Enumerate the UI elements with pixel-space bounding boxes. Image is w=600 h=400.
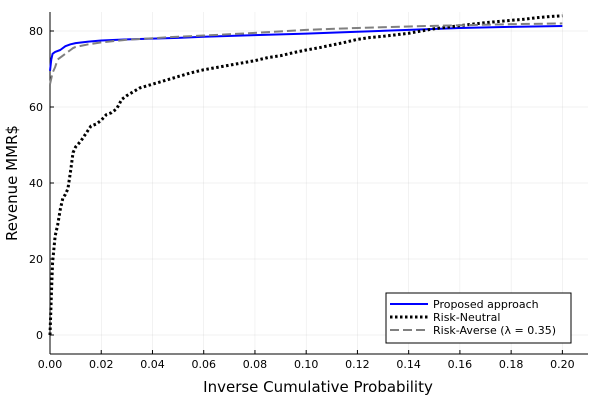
x-tick-label: 0.12 xyxy=(345,358,370,371)
y-tick-label: 60 xyxy=(29,101,43,114)
x-tick-label: 0.18 xyxy=(499,358,524,371)
y-tick-label: 80 xyxy=(29,25,43,38)
x-tick-label: 0.02 xyxy=(89,358,114,371)
x-tick-label: 0.00 xyxy=(38,358,63,371)
legend-entries: Proposed approachRisk-NeutralRisk-Averse… xyxy=(390,298,556,337)
y-tick-label: 0 xyxy=(36,329,43,342)
x-axis-title: Inverse Cumulative Probability xyxy=(203,378,433,396)
legend-label-3: Risk-Averse (λ = 0.35) xyxy=(433,324,556,337)
x-tick-label: 0.04 xyxy=(140,358,165,371)
legend-label-2: Risk-Neutral xyxy=(433,311,500,324)
ticks: 0.00 0.02 0.04 0.06 0.08 0.10 0.12 0.14 0.16 0.18… xyxy=(29,25,575,371)
legend: Proposed approachRisk-NeutralRisk-Averse… xyxy=(385,292,572,344)
x-tick-label: 0.20 xyxy=(550,358,575,371)
x-tick-label: 0.16 xyxy=(448,358,473,371)
x-tick-label: 0.14 xyxy=(396,358,421,371)
x-tick-label: 0.06 xyxy=(191,358,216,371)
grid xyxy=(49,12,588,354)
series-line-2 xyxy=(48,14,563,336)
series-line-3 xyxy=(49,22,563,85)
series-lines xyxy=(48,14,563,336)
legend-label-1: Proposed approach xyxy=(433,298,539,311)
x-tick-label: 0.10 xyxy=(294,358,319,371)
x-tick-label: 0.08 xyxy=(243,358,268,371)
y-tick-label: 40 xyxy=(29,177,43,190)
y-tick-label: 20 xyxy=(29,253,43,266)
y-axis-title: Revenue MMR$ xyxy=(3,125,21,241)
